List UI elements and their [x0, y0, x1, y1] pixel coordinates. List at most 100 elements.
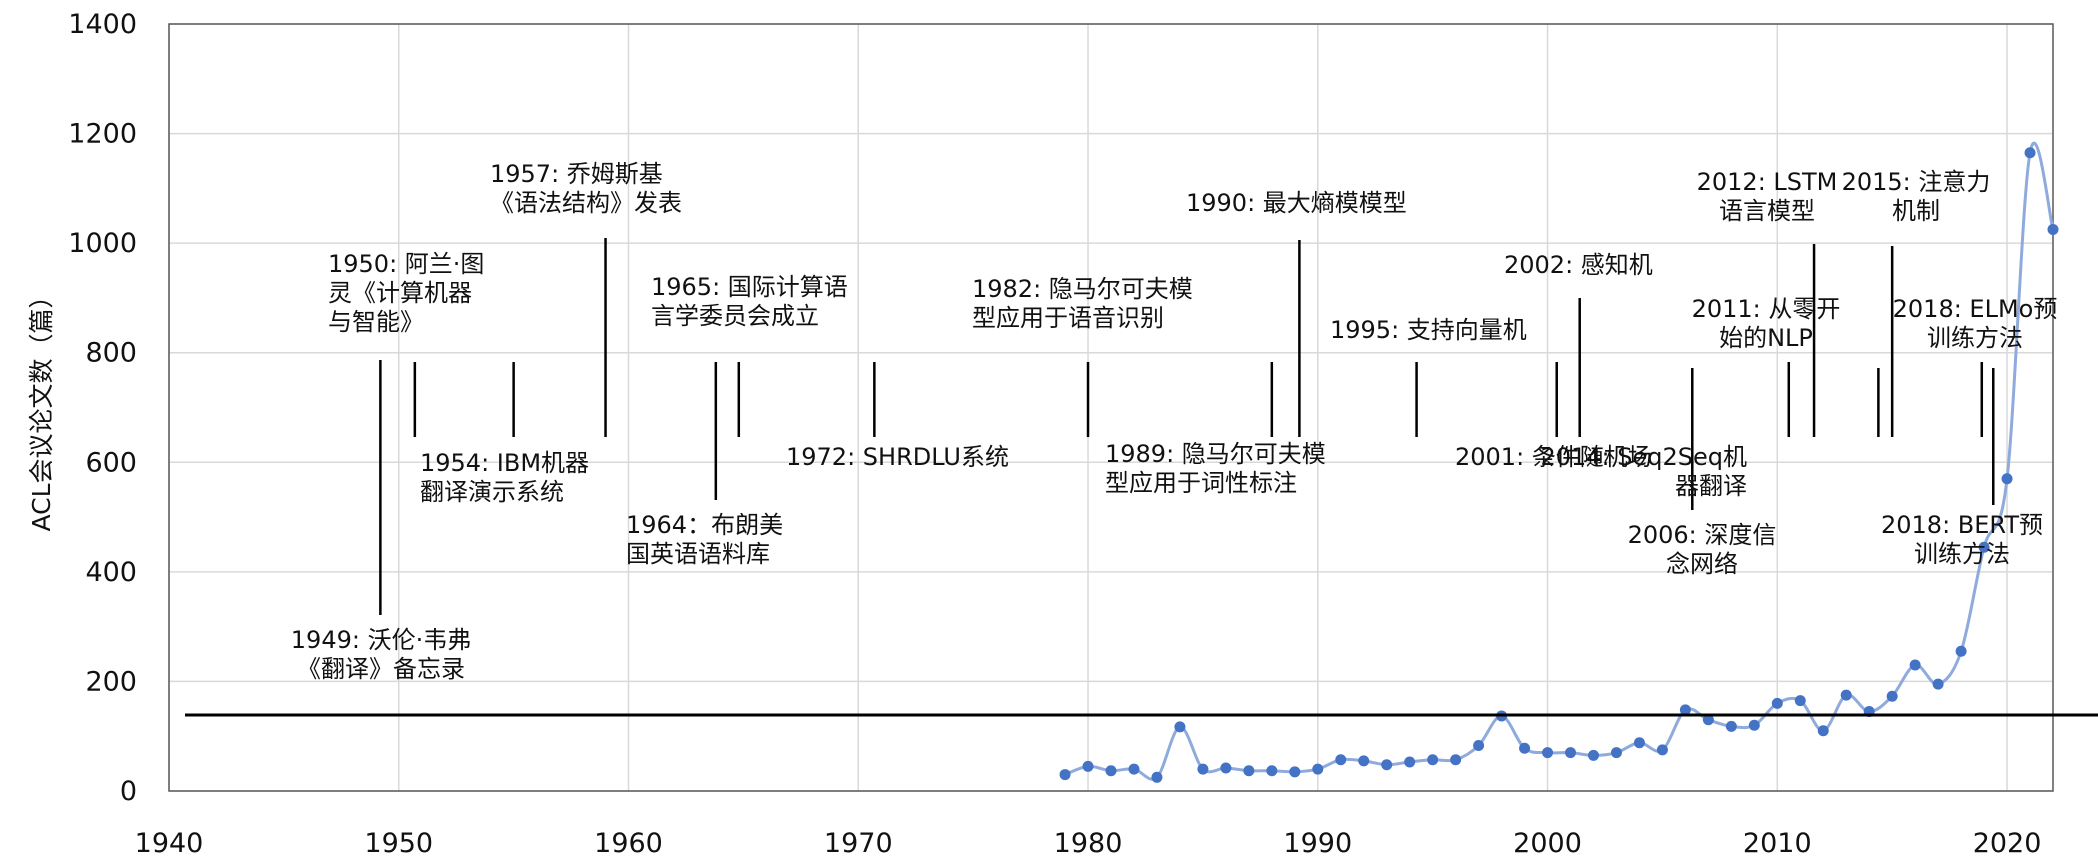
data-point — [1381, 759, 1393, 771]
event-label-line: 1989: 隐马尔可夫模 — [1105, 440, 1326, 468]
data-point — [1082, 760, 1094, 772]
data-point — [1565, 747, 1577, 759]
y-tick-label: 1000 — [68, 228, 137, 259]
data-point — [1220, 762, 1232, 774]
data-point — [1679, 704, 1691, 716]
data-point — [1197, 763, 1209, 775]
event-label-line: 训练方法 — [1927, 324, 2023, 352]
event-label-line: 1954: IBM机器 — [420, 449, 589, 477]
data-point — [1128, 763, 1140, 775]
data-point — [1771, 697, 1783, 709]
data-point — [1702, 714, 1714, 726]
data-point — [1473, 740, 1485, 752]
event-label-line: 2011: 从零开 — [1692, 295, 1841, 323]
data-point — [1886, 690, 1898, 702]
event-label-line: 1957: 乔姆斯基 — [490, 160, 663, 188]
event-label: 1950: 阿兰·图灵《计算机器与智能》 — [328, 250, 484, 336]
event-label-line: 2015: 注意力 — [1842, 168, 1991, 196]
event-label: 2018: BERT预训练方法 — [1881, 511, 2043, 568]
event-label: 1972: SHRDLU系统 — [786, 443, 1009, 471]
data-point — [1817, 725, 1829, 737]
data-point — [1335, 754, 1347, 766]
event-label-line: 言学委员会成立 — [651, 302, 819, 330]
event-label: 2006: 深度信念网络 — [1628, 521, 1777, 578]
event-label-line: 1990: 最大熵模模型 — [1186, 189, 1407, 217]
data-point — [1748, 719, 1760, 731]
event-label-line: 《语法结构》发表 — [490, 189, 682, 217]
data-point — [1610, 747, 1622, 759]
data-point — [1243, 765, 1255, 777]
y-tick-label: 1400 — [68, 9, 137, 40]
data-point — [2047, 223, 2059, 235]
event-label-line: 2018: ELMo预 — [1893, 295, 2058, 323]
event-label-line: 2012: LSTM — [1697, 168, 1838, 196]
data-point — [1633, 737, 1645, 749]
x-tick-label: 1960 — [594, 828, 663, 859]
event-label-line: 机制 — [1892, 197, 1940, 225]
y-tick-label: 0 — [120, 776, 137, 807]
data-point — [1932, 678, 1944, 690]
event-label-line: 型应用于词性标注 — [1105, 469, 1297, 497]
event-label-line: 1950: 阿兰·图 — [328, 250, 484, 278]
data-point — [1794, 695, 1806, 707]
x-tick-label: 2020 — [1973, 828, 2042, 859]
data-point — [1266, 765, 1278, 777]
event-label: 2014: Seq2Seq机器翻译 — [1540, 443, 1747, 500]
x-tick-label: 2000 — [1513, 828, 1582, 859]
data-point — [2001, 473, 2013, 485]
event-label-line: 《翻译》备忘录 — [297, 655, 465, 683]
x-tick-label: 1950 — [364, 828, 433, 859]
data-point — [1656, 744, 1668, 756]
series-line — [1059, 141, 2059, 783]
event-label: 2001: 条件随机场 — [1455, 443, 1652, 471]
data-point — [1427, 754, 1439, 766]
event-label-line: 2018: BERT预 — [1881, 511, 2043, 539]
event-label: 2018: ELMo预训练方法 — [1893, 295, 2058, 352]
event-label: 2002: 感知机 — [1504, 251, 1653, 279]
event-label-line: 灵《计算机器 — [328, 279, 472, 307]
y-axis-title: ACL会议论文数（篇） — [27, 283, 56, 531]
event-label: 1949: 沃伦·韦弗《翻译》备忘录 — [291, 626, 471, 683]
event-label-line: 1965: 国际计算语 — [651, 273, 848, 301]
data-point — [1909, 659, 1921, 671]
data-point — [1312, 763, 1324, 775]
y-tick-label: 800 — [85, 338, 137, 369]
event-label-line: 2006: 深度信 — [1628, 521, 1777, 549]
x-tick-label: 1940 — [135, 828, 204, 859]
event-label-line: 语言模型 — [1719, 197, 1815, 225]
x-tick-label: 1980 — [1054, 828, 1123, 859]
data-point — [1587, 749, 1599, 761]
event-label: 1990: 最大熵模模型 — [1186, 189, 1407, 217]
y-tick-label: 200 — [85, 666, 137, 697]
event-label-line: 1949: 沃伦·韦弗 — [291, 626, 471, 654]
plot-border — [168, 23, 2054, 792]
data-point — [1542, 747, 1554, 759]
event-label: 2012: LSTM 语言模型 — [1697, 168, 1838, 225]
event-label-line: 1972: SHRDLU系统 — [786, 443, 1009, 471]
event-label: 1989: 隐马尔可夫模型应用于词性标注 — [1105, 440, 1326, 497]
event-label: 2015: 注意力机制 — [1842, 168, 1991, 225]
event-label-line: 器翻译 — [1675, 472, 1747, 500]
event-label: 1954: IBM机器翻译演示系统 — [420, 449, 589, 506]
y-tick-label: 1200 — [68, 119, 137, 150]
data-point — [1725, 720, 1737, 732]
event-label-line: 国英语语料库 — [626, 540, 770, 568]
y-tick-label: 400 — [85, 557, 137, 588]
y-tick-label: 600 — [85, 447, 137, 478]
data-point — [1059, 769, 1071, 781]
x-tick-label: 1990 — [1283, 828, 1352, 859]
event-label-line: 2014: Seq2Seq机 — [1540, 443, 1747, 471]
data-point — [1840, 689, 1852, 701]
event-label-line: 翻译演示系统 — [420, 478, 564, 506]
x-tick-label: 1970 — [824, 828, 893, 859]
event-label: 1982: 隐马尔可夫模型应用于语音识别 — [972, 275, 1193, 332]
data-point — [1955, 645, 1967, 657]
data-point — [1289, 766, 1301, 778]
data-point — [1358, 755, 1370, 767]
event-label: 2011: 从零开始的NLP — [1692, 295, 1841, 352]
event-label-line: 念网络 — [1666, 550, 1738, 578]
event-label: 1995: 支持向量机 — [1330, 316, 1527, 344]
